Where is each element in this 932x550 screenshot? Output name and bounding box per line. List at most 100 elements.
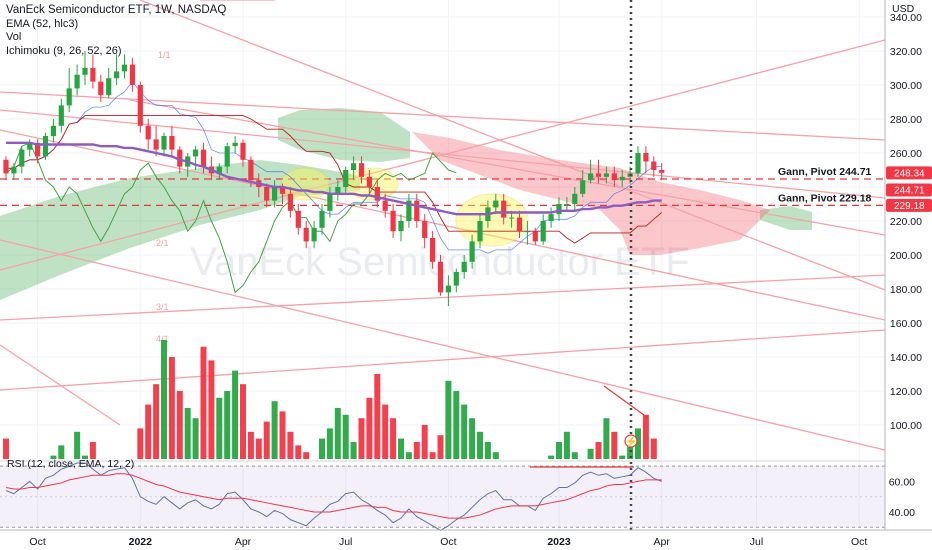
fib-label-3: 4/1 bbox=[156, 334, 169, 344]
candle-36 bbox=[287, 187, 293, 218]
volume-bar-76 bbox=[603, 418, 610, 459]
volume-bar-77 bbox=[611, 431, 618, 459]
time-tick-3: Jul bbox=[339, 536, 352, 548]
ichimoku-lagging-span bbox=[5, 142, 457, 294]
candle-body-15 bbox=[121, 64, 128, 72]
candle-body-50 bbox=[398, 221, 404, 232]
volume-bar-23 bbox=[184, 408, 191, 459]
price-tag-pivot-a-bg bbox=[886, 183, 932, 197]
price-tick-2: 140.00 bbox=[890, 352, 922, 364]
candle-body-63 bbox=[501, 200, 507, 218]
candle-80 bbox=[635, 146, 641, 177]
trend-line-7 bbox=[0, 344, 121, 426]
volume-bar-46 bbox=[366, 397, 373, 459]
volume-bar-26 bbox=[208, 360, 215, 459]
candle-body-42 bbox=[335, 187, 341, 194]
fib-label-0: 1/1 bbox=[158, 50, 171, 60]
candle-43 bbox=[343, 166, 349, 194]
candle-34 bbox=[272, 180, 278, 208]
candle-body-82 bbox=[651, 161, 657, 170]
candle-body-45 bbox=[358, 163, 365, 177]
candle-body-48 bbox=[382, 200, 388, 211]
candle-28 bbox=[224, 142, 230, 174]
candle-57 bbox=[453, 268, 459, 293]
time-tick-8: Oct bbox=[851, 536, 867, 548]
price-tick-12: 340.00 bbox=[890, 12, 922, 24]
candle-body-17 bbox=[137, 85, 143, 126]
candle-11 bbox=[90, 54, 96, 89]
candle-body-12 bbox=[98, 81, 104, 96]
gann-label-a: Gann, Pivot 244.71 bbox=[778, 166, 872, 178]
volume-bar-51 bbox=[405, 452, 412, 459]
price-tag-pivot-a: 244.71 bbox=[894, 185, 925, 196]
candle-40 bbox=[319, 204, 325, 235]
candle-body-18 bbox=[145, 125, 151, 140]
candle-body-10 bbox=[82, 68, 88, 75]
volume-bar-43 bbox=[342, 414, 349, 459]
candle-body-41 bbox=[327, 193, 333, 211]
candle-37 bbox=[295, 204, 301, 235]
candle-body-2 bbox=[19, 149, 25, 167]
candle-7 bbox=[58, 98, 64, 133]
candle-body-20 bbox=[161, 136, 167, 150]
fib-label-1: 2/1 bbox=[156, 238, 169, 248]
candle-body-43 bbox=[343, 170, 349, 187]
candle-body-16 bbox=[129, 64, 135, 85]
price-tick-6: 220.00 bbox=[890, 216, 922, 228]
candle-body-33 bbox=[264, 187, 270, 201]
volume-bar-81 bbox=[642, 414, 649, 459]
volume-bar-53 bbox=[421, 425, 428, 459]
candle-body-4 bbox=[35, 142, 41, 157]
volume-bar-56 bbox=[445, 380, 452, 459]
volume-bar-30 bbox=[240, 384, 246, 459]
legend-ichimoku: Ichimoku (9, 26, 52, 26) bbox=[6, 44, 122, 57]
volume-bar-19 bbox=[153, 384, 160, 459]
candle-body-64 bbox=[509, 217, 515, 219]
candle-body-7 bbox=[58, 105, 64, 126]
candle-body-31 bbox=[248, 159, 254, 181]
event-marker bbox=[624, 434, 638, 448]
volume-bar-0 bbox=[3, 438, 9, 459]
gann-label-b: Gann, Pivot 229.18 bbox=[778, 192, 872, 204]
trend-line-3 bbox=[0, 129, 886, 321]
candle-70 bbox=[556, 197, 562, 221]
volume-bar-7 bbox=[58, 445, 65, 459]
candle-body-35 bbox=[279, 187, 286, 194]
candle-2 bbox=[19, 146, 25, 174]
candle-12 bbox=[98, 74, 104, 102]
rsi-tick-1: 60.00 bbox=[889, 476, 915, 488]
trend-line-2 bbox=[139, 0, 886, 291]
candle-body-73 bbox=[580, 180, 586, 194]
candle-body-8 bbox=[66, 88, 72, 106]
candle-body-62 bbox=[493, 200, 499, 208]
volume-bar-9 bbox=[74, 431, 81, 459]
trend-line-5 bbox=[0, 274, 886, 321]
candle-47 bbox=[374, 180, 380, 208]
volume-bar-62 bbox=[492, 452, 499, 459]
candle-body-25 bbox=[200, 149, 207, 167]
candle-41 bbox=[327, 187, 333, 218]
candle-body-52 bbox=[414, 200, 420, 221]
candle-13 bbox=[106, 68, 112, 99]
ichimoku-base-line bbox=[6, 115, 662, 244]
time-tick-7: Jul bbox=[750, 536, 763, 548]
legend-vol: Vol bbox=[6, 31, 22, 43]
trend-line-6 bbox=[0, 329, 886, 391]
candle-6 bbox=[50, 119, 56, 143]
price-tag-pivot-b: 229.18 bbox=[894, 201, 925, 212]
candle-body-71 bbox=[564, 204, 570, 205]
candle-69 bbox=[548, 207, 554, 228]
candle-body-59 bbox=[469, 241, 475, 262]
candle-9 bbox=[74, 64, 80, 96]
candle-body-80 bbox=[635, 153, 641, 174]
volume-bar-50 bbox=[398, 438, 404, 459]
candle-body-27 bbox=[216, 166, 222, 174]
volume-bar-49 bbox=[390, 418, 397, 459]
candle-body-0 bbox=[3, 159, 9, 174]
candle-body-1 bbox=[11, 166, 17, 174]
volume-bar-28 bbox=[224, 391, 231, 459]
candle-20 bbox=[161, 132, 167, 157]
candle-body-49 bbox=[390, 210, 396, 232]
volume-bar-82 bbox=[650, 438, 657, 459]
